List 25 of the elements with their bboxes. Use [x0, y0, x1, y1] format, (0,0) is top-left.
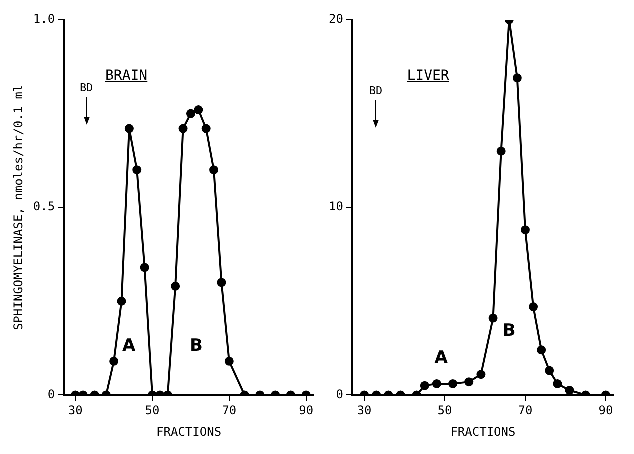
y-tick-label: 10 — [328, 200, 344, 214]
y-axis-title: SPHINGOMYELINASE, nmoles/hr/0.1 ml — [11, 84, 26, 330]
x-tick-label: 30 — [68, 404, 83, 418]
y-tick-label: 0.5 — [33, 200, 56, 214]
x-tick-label: 70 — [518, 404, 533, 418]
y-tick-label: 20 — [328, 12, 344, 26]
annotation: BD — [369, 84, 383, 98]
x-tick-label: 70 — [222, 404, 237, 418]
annotation: BD — [80, 81, 94, 94]
y-tick-label: 0 — [336, 387, 344, 402]
annotation: A — [434, 348, 448, 368]
x-axis-title: FRACTIONS — [156, 424, 222, 439]
y-tick-label: 0 — [48, 387, 56, 402]
x-axis-title: FRACTIONS — [450, 424, 516, 439]
annotation: B — [502, 321, 516, 342]
text: BRAIN — [105, 68, 148, 84]
annotation: A — [122, 336, 136, 356]
annotation: B — [190, 336, 204, 356]
x-tick-label: 50 — [145, 404, 160, 418]
x-tick-label: 90 — [598, 404, 614, 418]
x-tick-label: 90 — [299, 404, 314, 418]
x-tick-label: 30 — [357, 404, 372, 418]
x-tick-label: 50 — [438, 404, 452, 418]
text: LIVER — [407, 68, 450, 84]
y-tick-label: 1.0 — [33, 12, 56, 26]
